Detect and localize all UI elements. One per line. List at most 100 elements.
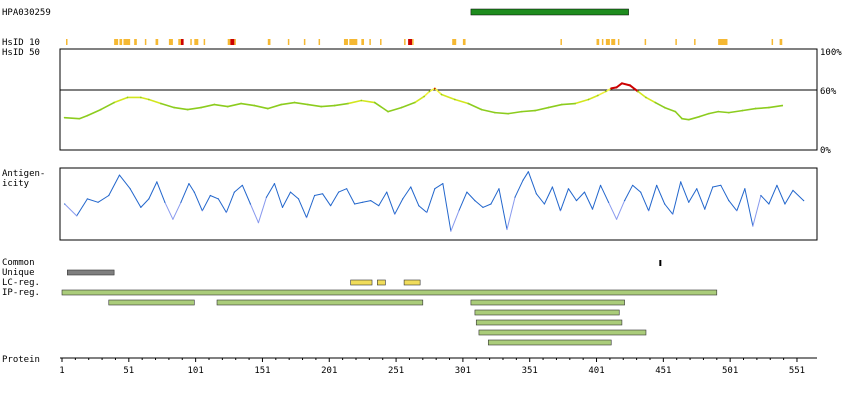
hsid-10-hit	[349, 39, 358, 45]
antigenicity-segment	[225, 191, 235, 213]
antigenicity-point	[522, 179, 524, 181]
antigenicity-point	[720, 184, 722, 186]
antigenicity-segment	[402, 186, 412, 200]
antigenicity-segment	[720, 185, 730, 201]
antigenicity-point	[313, 194, 316, 197]
hsid-10-hit	[779, 39, 783, 45]
ip-region-bar	[487, 339, 612, 346]
hsid-10-hit	[155, 39, 159, 45]
hsid-50-segment	[597, 90, 607, 97]
hsid-50-segment	[681, 117, 690, 121]
antigenicity-segment	[394, 198, 404, 215]
hsid-50-point	[113, 101, 115, 104]
hsid-50-segment	[741, 107, 757, 112]
hsid-10-hits	[66, 39, 783, 45]
hsid-50-point	[160, 102, 162, 105]
hsid-10-hit	[227, 39, 231, 45]
hsid-50-segment	[454, 98, 470, 105]
hsid-50-point	[226, 105, 229, 108]
antigenicity-segment	[193, 191, 203, 211]
antigenicity-point	[615, 218, 618, 220]
antigenicity-point	[607, 201, 610, 203]
antigenicity-point	[680, 181, 682, 183]
hsid-50-point	[200, 106, 202, 109]
hsid-50-segment	[574, 98, 590, 105]
antigenicity-segment	[624, 185, 634, 201]
protein-axis-tick-label: 451	[655, 366, 671, 376]
hsid-50-segment	[674, 110, 683, 120]
antigenicity-segment	[744, 188, 754, 227]
feature-tracks	[61, 260, 718, 346]
antigenicity-segment	[640, 191, 650, 211]
hsid-50-segment	[605, 87, 613, 93]
antigenicity-segment	[426, 188, 436, 213]
antigenicity-segment	[608, 202, 618, 220]
hsid-50-point	[645, 96, 647, 99]
antigenicity-point	[583, 191, 586, 193]
hsid-50-point	[454, 98, 456, 101]
antigenicity-segment	[584, 191, 593, 210]
hsid-50-point	[266, 107, 269, 110]
hsid-50-point	[387, 110, 389, 113]
hsid-50-segment	[200, 103, 216, 109]
hsid-10-hit	[234, 39, 236, 45]
antigenicity-segment	[576, 191, 585, 201]
antigenicity-point	[514, 196, 516, 198]
hsid-10-hit	[462, 39, 466, 45]
antigenicity-point	[86, 198, 88, 200]
hsid-50-point	[698, 115, 701, 118]
hsid-50-point	[333, 104, 336, 107]
hsid-50-segment	[266, 103, 282, 110]
antigenicity-plot-frame	[59, 167, 818, 241]
antigenicity-point	[188, 183, 190, 185]
hsid-10-hit	[230, 39, 235, 45]
antigenicity-segment	[201, 195, 211, 212]
hsid-50-segment	[754, 106, 770, 110]
antigenicity-segment	[108, 174, 120, 196]
hsid-y-label-100: 100%	[820, 48, 842, 58]
hsid-50-segment	[373, 101, 389, 113]
hsid-10-hit	[412, 39, 414, 45]
antigenicity-segment	[474, 200, 484, 208]
antigenicity-segment	[792, 190, 804, 201]
ip-region-bar	[216, 299, 424, 306]
antigenicity-segment	[164, 202, 174, 220]
protein-axis-tick-label: 351	[522, 366, 538, 376]
antigenicity-segment	[76, 198, 88, 217]
antigenicity-point	[543, 203, 546, 205]
antigenicity-point	[418, 205, 420, 207]
hsid-50-point	[360, 99, 363, 102]
hsid-50-segment	[480, 108, 496, 114]
hsid-50-point	[480, 108, 483, 111]
antigenicity-point	[249, 203, 252, 205]
hsid-10-hit	[123, 39, 131, 45]
antigenicity-point	[329, 205, 332, 207]
antigenicity-point	[217, 198, 219, 200]
antigenicity-point	[118, 174, 121, 176]
antigenicity-point	[346, 188, 348, 190]
hsid-50-segment	[654, 101, 666, 109]
hsid-50-point	[687, 118, 690, 121]
hsid-10-hit	[404, 39, 406, 45]
antigenicity-point	[760, 194, 762, 197]
antigenicity-segment	[87, 198, 99, 203]
common-region-bar	[659, 260, 662, 266]
hsid-10-hit	[605, 39, 610, 45]
hsid-50-point	[574, 102, 576, 105]
antigenicity-point	[458, 210, 460, 212]
antigenicity-point	[648, 210, 650, 212]
antigenicity-point	[728, 200, 730, 202]
antigenicity-point	[672, 213, 674, 215]
hsid-50-point	[728, 111, 730, 114]
antigenicity-segment	[234, 184, 243, 193]
hsid-50-segment	[467, 102, 483, 111]
hsid-50-point	[663, 106, 666, 109]
hsid-50-segment	[507, 110, 523, 115]
hsid-10-hit	[194, 39, 199, 45]
unique-region-bar	[67, 269, 115, 276]
hsid-50-point	[534, 109, 536, 112]
protein-axis-tick-label: 51	[123, 366, 134, 376]
antigenicity-segment	[354, 201, 363, 205]
antigenicity-segment	[180, 183, 190, 203]
hsid-10-hit	[180, 39, 184, 45]
